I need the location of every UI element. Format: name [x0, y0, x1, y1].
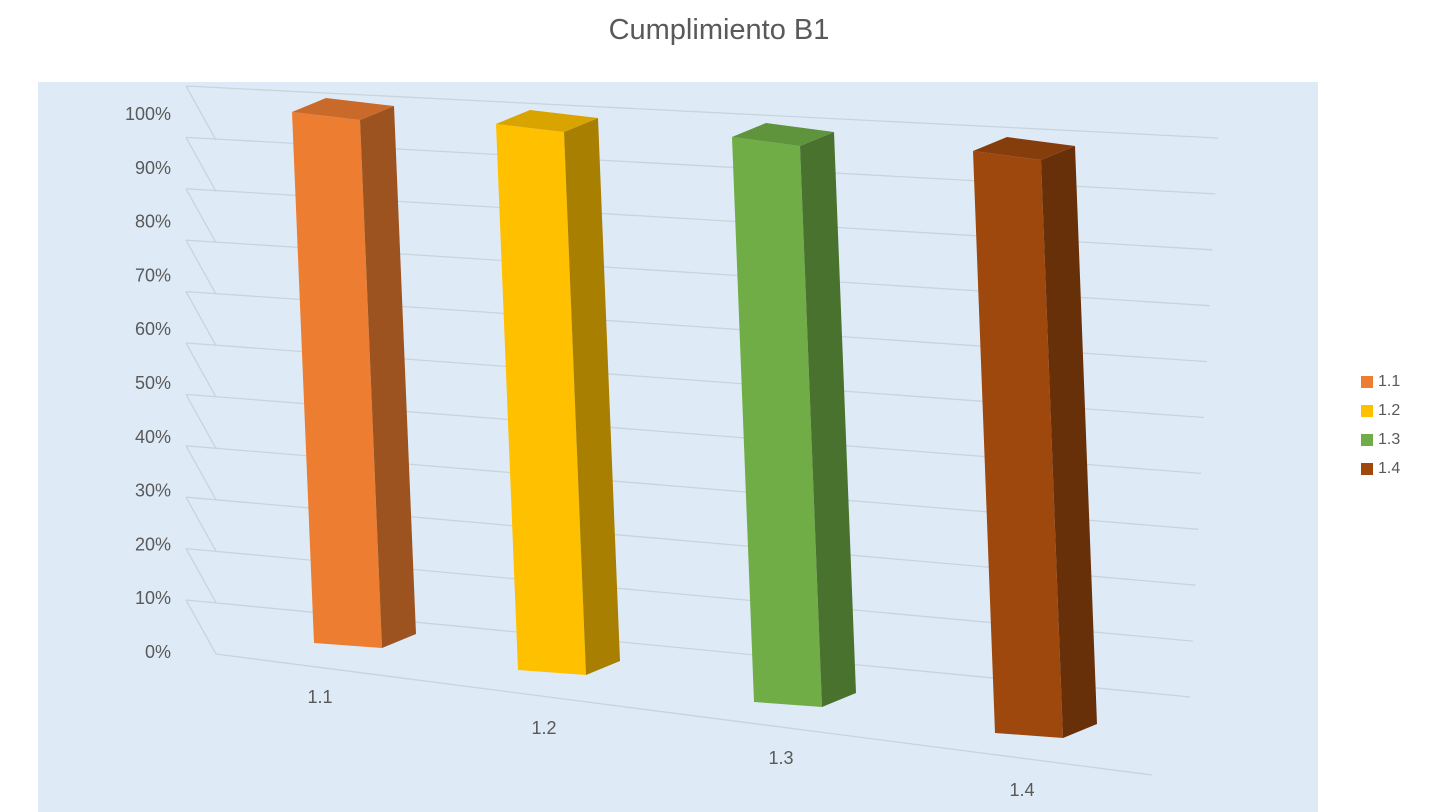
bar-front	[973, 151, 1063, 738]
x-axis-ticks: 1.1 1.2 1.3 1.4	[307, 687, 1034, 800]
bar-front	[292, 112, 382, 648]
y-tick-label: 70%	[135, 265, 171, 285]
gridline-side	[185, 137, 217, 192]
x-tick-label: 1.4	[1009, 780, 1034, 800]
legend-item: 1.1	[1361, 370, 1400, 394]
legend-label: 1.2	[1378, 402, 1401, 419]
bar-side	[360, 106, 416, 648]
y-tick-label: 0%	[145, 642, 171, 662]
y-tick-label: 20%	[135, 534, 171, 554]
legend-item: 1.4	[1361, 457, 1400, 481]
bar-side	[1041, 146, 1097, 738]
gridline-side	[185, 599, 217, 655]
gridline-side	[185, 342, 217, 398]
y-tick-label: 100%	[125, 104, 171, 124]
gridline-side	[185, 85, 217, 141]
bar-1.1	[292, 98, 416, 648]
bar-1.4	[973, 137, 1097, 738]
gridline-side	[185, 394, 217, 449]
y-tick-label: 60%	[135, 319, 171, 339]
y-tick-label: 50%	[135, 373, 171, 393]
bar-top	[973, 137, 1075, 160]
bar-side	[800, 132, 856, 707]
bar-side	[564, 118, 620, 675]
bar-front	[496, 124, 586, 675]
legend-label: 1.3	[1378, 431, 1401, 448]
y-tick-label: 40%	[135, 427, 171, 447]
y-tick-label: 10%	[135, 588, 171, 608]
x-tick-label: 1.1	[307, 687, 332, 707]
bar-top	[292, 98, 394, 120]
gridline-side	[185, 188, 217, 244]
gridline-side	[185, 496, 217, 552]
legend-swatch	[1361, 463, 1373, 475]
y-tick-label: 80%	[135, 212, 171, 232]
plot-area: 0% 10% 20% 30% 40% 50% 60% 70% 80% 90% 100% 1.1 1.2…	[38, 82, 1318, 812]
plot-background	[38, 82, 1318, 812]
floor-edge	[215, 653, 1153, 776]
bar-1.2	[496, 110, 620, 675]
chart-title: Cumplimiento B1	[608, 14, 830, 46]
y-tick-label: 90%	[135, 158, 171, 178]
legend-label: 1.1	[1378, 373, 1401, 390]
gridline	[185, 85, 1219, 139]
legend: 1.1 1.2 1.3 1.4	[1361, 370, 1400, 486]
bars	[292, 98, 1097, 738]
gridline-side	[185, 239, 217, 295]
y-tick-label: 30%	[135, 481, 171, 501]
bar-top	[496, 110, 598, 132]
legend-swatch	[1361, 405, 1373, 417]
y-axis-ticks: 0% 10% 20% 30% 40% 50% 60% 70% 80% 90% 100%	[125, 104, 171, 662]
bar-top	[732, 123, 834, 146]
x-tick-label: 1.2	[531, 718, 556, 738]
bar-1.3	[732, 123, 856, 707]
legend-item: 1.2	[1361, 399, 1400, 423]
legend-swatch	[1361, 376, 1373, 388]
bar-front	[732, 137, 822, 707]
legend-label: 1.4	[1378, 460, 1401, 477]
legend-swatch	[1361, 434, 1373, 446]
legend-item: 1.3	[1361, 428, 1400, 452]
x-tick-label: 1.3	[768, 748, 793, 768]
gridline-side	[185, 291, 217, 346]
gridline-side	[185, 445, 217, 501]
gridline-side	[185, 548, 217, 603]
